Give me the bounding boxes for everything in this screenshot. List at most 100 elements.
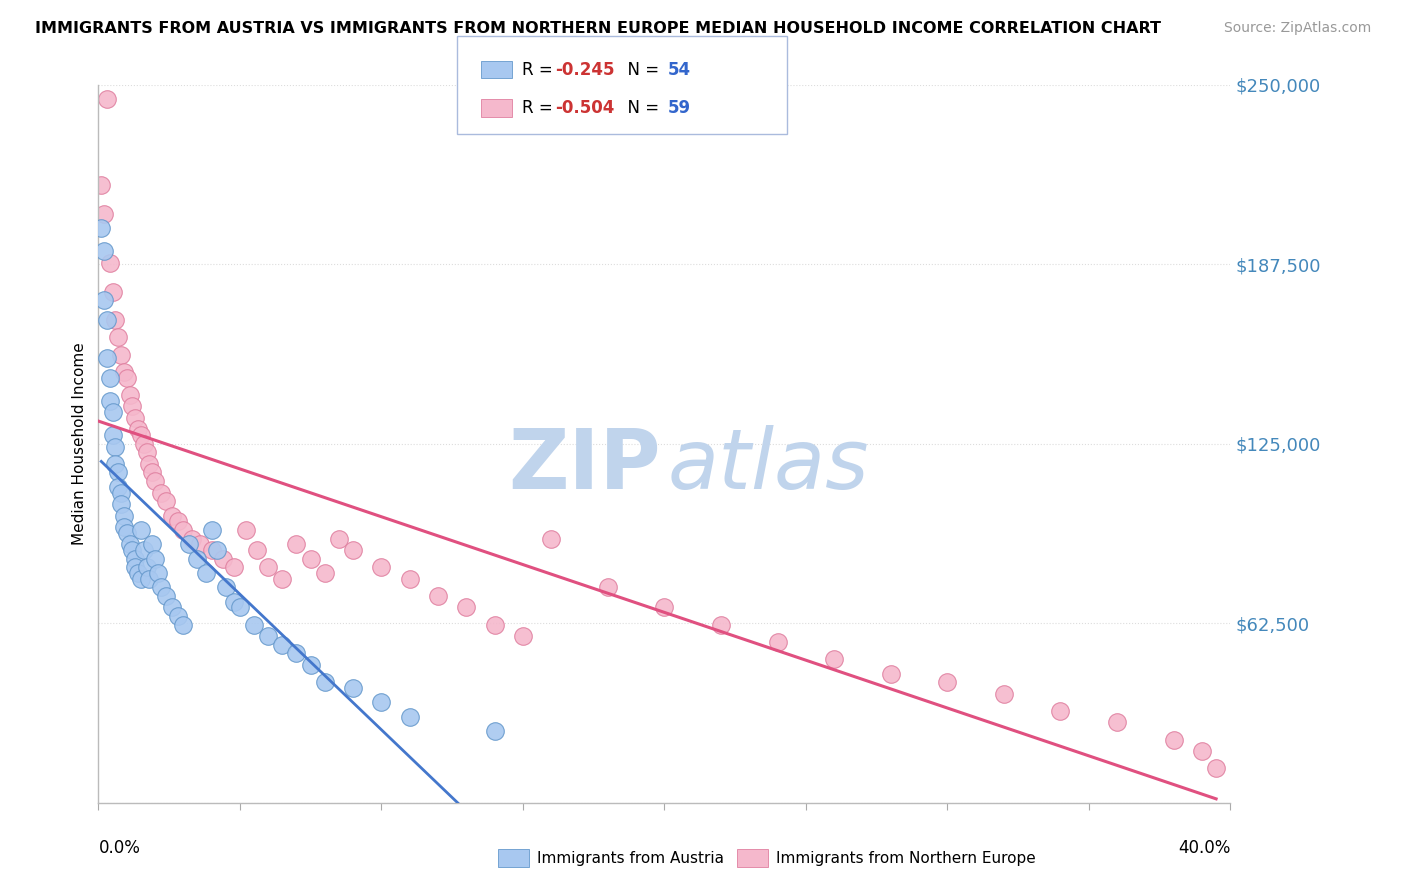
Point (124, 560, 146, 574)
Point (98, 256, 121, 270)
Point (370, 560, 392, 574)
Point (149, 581, 172, 595)
Point (112, 365, 135, 379)
Point (212, 551, 235, 566)
Text: Immigrants from Northern Europe: Immigrants from Northern Europe (776, 851, 1036, 865)
Point (201, 543, 224, 558)
Point (149, 485, 172, 500)
Point (370, 695, 392, 709)
Y-axis label: Median Household Income: Median Household Income (72, 343, 87, 545)
Text: Source: ZipAtlas.com: Source: ZipAtlas.com (1223, 21, 1371, 35)
Point (456, 600, 478, 615)
Point (107, 480, 129, 494)
Point (342, 543, 364, 558)
Point (98, 393, 121, 408)
Point (427, 589, 450, 603)
Point (118, 537, 141, 551)
Point (1107, 715, 1129, 730)
Text: 59: 59 (668, 99, 690, 117)
Point (132, 543, 155, 558)
Point (342, 681, 364, 695)
Text: N =: N = (617, 61, 665, 78)
Point (328, 532, 350, 546)
Text: ZIP: ZIP (509, 425, 661, 506)
Point (90, 178, 112, 193)
Point (194, 566, 217, 580)
Point (188, 537, 211, 551)
Point (93, 207, 115, 221)
Point (398, 709, 420, 723)
Point (1205, 761, 1227, 775)
Point (180, 532, 202, 546)
Point (141, 466, 163, 480)
Point (166, 609, 188, 624)
Text: 40.0%: 40.0% (1178, 838, 1230, 857)
Point (224, 595, 246, 609)
Point (314, 566, 336, 580)
Point (93, 293, 115, 307)
Text: -0.245: -0.245 (555, 61, 614, 78)
Point (98, 370, 121, 384)
Point (96, 92, 118, 106)
Point (271, 638, 294, 652)
Point (229, 600, 252, 615)
Point (127, 566, 149, 580)
Point (127, 422, 149, 436)
Point (138, 457, 160, 471)
Point (129, 428, 152, 442)
Point (160, 600, 183, 615)
Point (235, 523, 257, 537)
Text: atlas: atlas (668, 425, 869, 506)
Point (710, 617, 733, 632)
Point (285, 647, 308, 661)
Point (146, 566, 169, 580)
Point (104, 313, 127, 327)
Point (652, 600, 676, 615)
Point (246, 543, 269, 558)
Point (112, 508, 135, 523)
Point (96, 351, 118, 365)
Point (110, 348, 132, 362)
Point (135, 560, 157, 574)
Point (143, 474, 166, 488)
Point (823, 652, 845, 666)
Point (90, 221, 112, 235)
Text: R =: R = (522, 61, 558, 78)
Point (101, 405, 124, 419)
Point (96, 313, 118, 327)
Point (201, 523, 224, 537)
Text: -0.504: -0.504 (555, 99, 614, 117)
Point (172, 523, 194, 537)
Point (143, 551, 166, 566)
Text: Immigrants from Austria: Immigrants from Austria (537, 851, 724, 865)
Point (160, 508, 183, 523)
Point (243, 617, 266, 632)
Point (177, 537, 200, 551)
Point (121, 400, 143, 414)
Point (207, 543, 229, 558)
Point (314, 675, 336, 690)
Point (110, 497, 132, 511)
Point (1191, 744, 1213, 758)
Point (112, 520, 135, 534)
Point (1163, 732, 1185, 747)
Point (129, 523, 152, 537)
Text: 54: 54 (668, 61, 690, 78)
Point (107, 330, 129, 344)
Point (766, 635, 789, 649)
Point (115, 525, 138, 540)
Point (398, 572, 420, 586)
Point (93, 244, 115, 259)
Point (484, 724, 506, 739)
Point (596, 581, 619, 595)
Point (101, 428, 124, 442)
Point (936, 675, 959, 690)
Point (135, 445, 157, 459)
Point (1049, 704, 1071, 718)
Point (299, 551, 322, 566)
Point (155, 494, 177, 508)
Point (186, 551, 208, 566)
Point (155, 589, 177, 603)
Point (484, 617, 506, 632)
Point (993, 687, 1015, 701)
